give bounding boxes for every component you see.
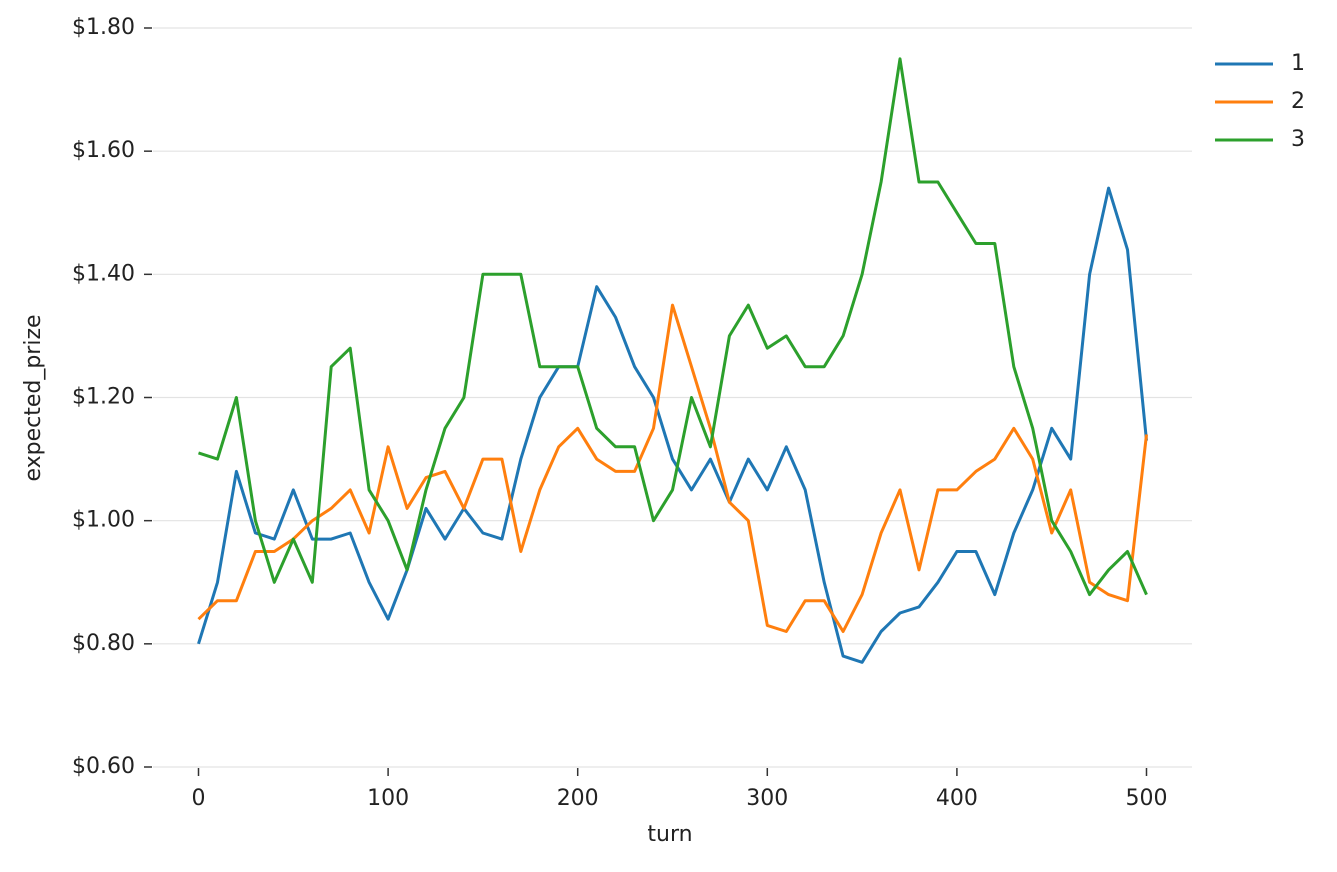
legend-label: 1 [1291, 51, 1305, 76]
x-tick-label: 400 [936, 786, 978, 811]
y-tick-label: $1.20 [72, 385, 135, 410]
y-tick-label: $0.80 [72, 631, 135, 656]
x-axis-label: turn [647, 822, 692, 847]
y-tick-label: $0.60 [72, 754, 135, 779]
series-line [197, 303, 1148, 633]
x-tick-label: 300 [746, 786, 788, 811]
series-line [197, 186, 1148, 664]
y-tick-label: $1.80 [72, 15, 135, 40]
y-axis-label: expected_prize [21, 314, 46, 481]
y-tick-label: $1.40 [72, 261, 135, 286]
y-tick-label: $1.00 [72, 508, 135, 533]
x-tick-label: 100 [367, 786, 409, 811]
series-line [198, 57, 1148, 597]
legend-label: 2 [1291, 89, 1305, 114]
x-tick-label: 0 [192, 786, 206, 811]
x-tick-label: 200 [557, 786, 599, 811]
legend-label: 3 [1291, 127, 1305, 152]
x-tick-label: 500 [1125, 786, 1167, 811]
y-tick-label: $1.60 [72, 138, 135, 163]
